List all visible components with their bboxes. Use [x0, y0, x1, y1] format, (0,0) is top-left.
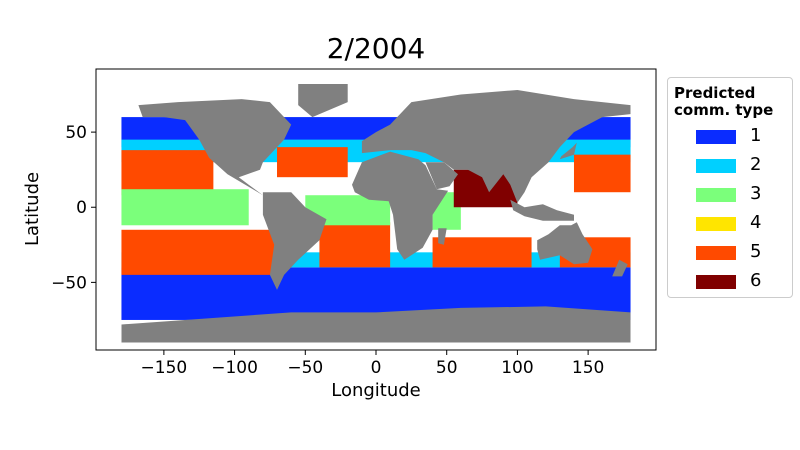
x-tick-label: 0 — [371, 358, 382, 378]
land-japan — [559, 142, 577, 160]
legend-label-1: 1 — [750, 125, 762, 146]
legend-label-4: 4 — [750, 212, 762, 233]
x-tick-label: −150 — [141, 358, 188, 378]
chart-title: 2/2004 — [326, 32, 426, 65]
land-north-america — [138, 99, 292, 196]
land-africa — [352, 151, 449, 260]
legend-title-line-1: Predicted — [674, 84, 756, 102]
legend-swatch-1 — [696, 130, 736, 144]
land-greenland — [298, 84, 348, 118]
legend-label-5: 5 — [750, 241, 762, 262]
ocean-zone-type-3 — [121, 189, 249, 226]
ocean-zone-type-5 — [277, 147, 348, 178]
legend-swatch-5 — [696, 246, 736, 260]
x-tick-label: −100 — [211, 358, 258, 378]
legend-label-6: 6 — [750, 270, 762, 291]
ocean-zone-type-5 — [432, 237, 532, 268]
legend-label-3: 3 — [750, 183, 762, 204]
x-tick-label: −50 — [287, 358, 323, 378]
land-madagascar — [438, 228, 447, 245]
legend-swatch-3 — [696, 188, 736, 202]
land-south-america — [262, 192, 327, 290]
x-tick-label: 50 — [436, 358, 458, 378]
ocean-zone-type-5 — [121, 229, 278, 275]
ocean-zone-type-5 — [319, 222, 391, 268]
land-antarctica — [121, 306, 631, 343]
legend-title-line-2: comm. type — [674, 101, 774, 119]
legend-title: Predicted comm. type — [674, 85, 773, 119]
legend-swatch-4 — [696, 217, 736, 231]
legend-swatch-6 — [696, 275, 736, 289]
y-tick-label: 50 — [65, 123, 87, 143]
land-arabia — [425, 162, 458, 190]
legend-swatch-2 — [696, 159, 736, 173]
land-new-zealand — [612, 259, 628, 277]
y-tick-label: 0 — [76, 198, 87, 218]
map-layer — [121, 84, 631, 343]
land-australia — [537, 222, 593, 265]
x-tick-label: 150 — [572, 358, 604, 378]
legend: Predicted comm. type 1 2 3 4 5 6 — [667, 77, 793, 298]
x-tick-label: 100 — [501, 358, 533, 378]
y-tick-label: −50 — [51, 273, 87, 293]
ocean-zone-type-5 — [573, 154, 631, 193]
y-axis-label: Latitude — [22, 171, 43, 246]
legend-label-2: 2 — [750, 154, 762, 175]
x-axis-label: Longitude — [331, 380, 421, 401]
ocean-zone-type-5 — [121, 150, 214, 196]
land-indonesia — [510, 199, 574, 221]
land-eurasia — [361, 90, 631, 203]
